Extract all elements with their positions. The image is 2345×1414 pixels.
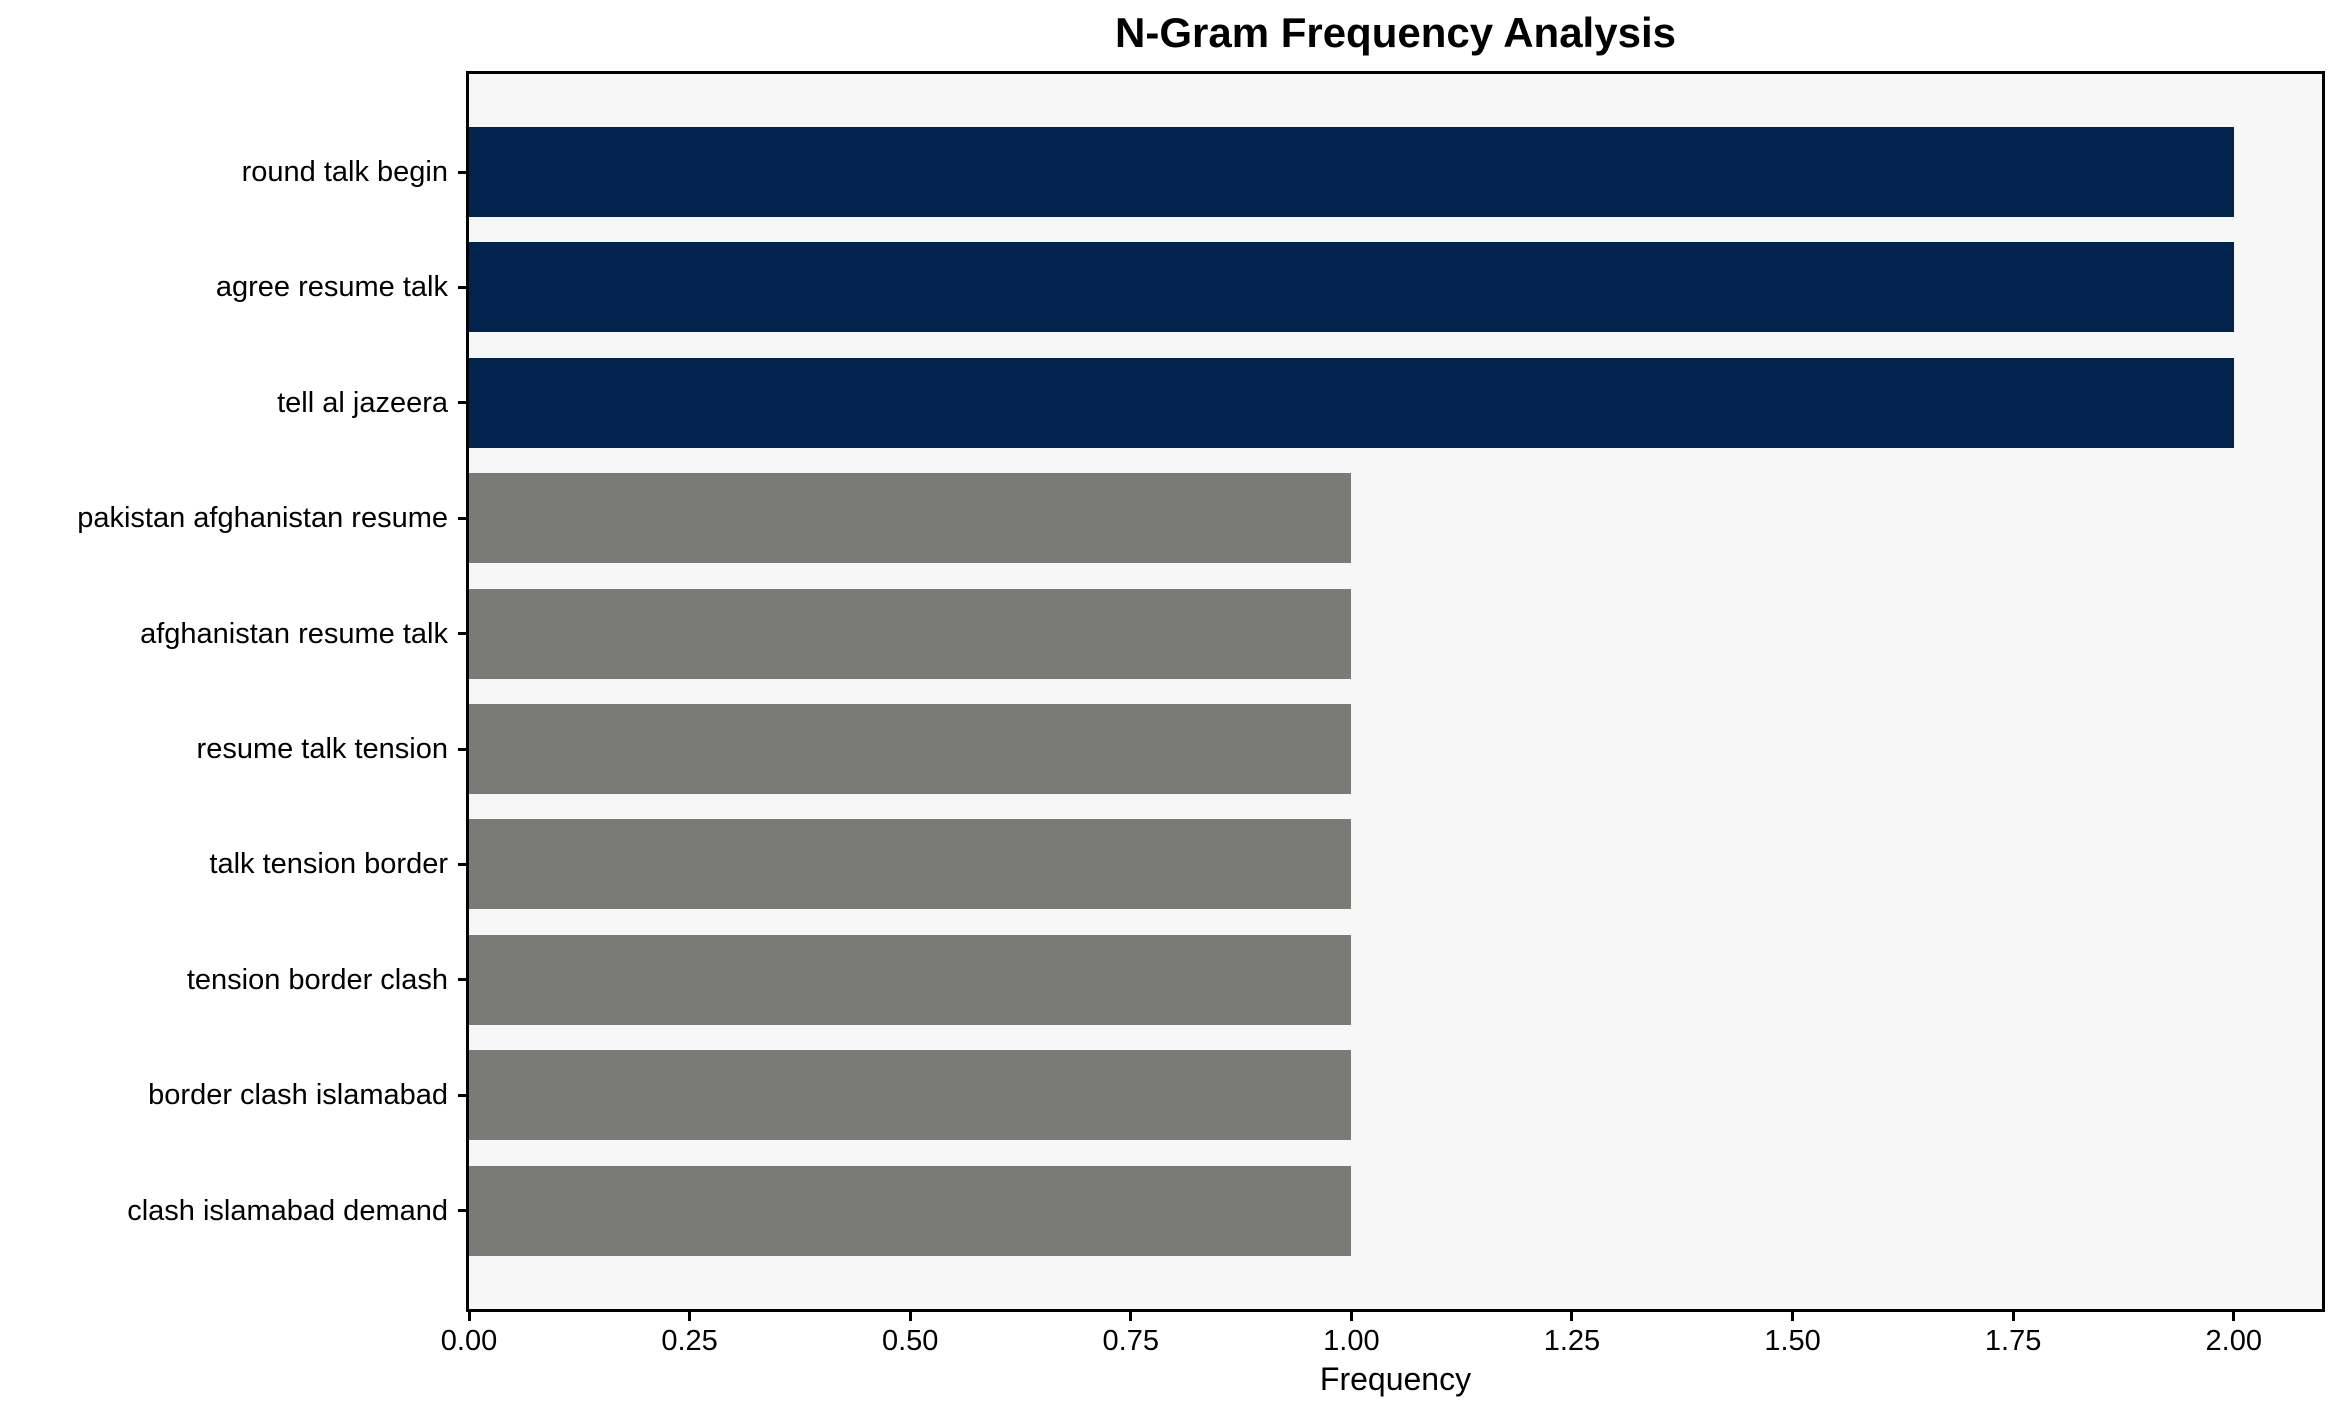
x-tick-mark (1349, 1312, 1353, 1321)
bar-agree-resume-talk (469, 242, 2234, 333)
bar-pakistan-afghanistan-resume (469, 473, 1352, 564)
x-tick-label-0.00: 0.00 (440, 1325, 498, 1357)
y-tick-mark (458, 285, 466, 289)
x-tick-label-0.50: 0.50 (881, 1325, 939, 1357)
bar-clash-islamabad-demand (469, 1165, 1352, 1256)
y-tick-label-agree-resume-talk: agree resume talk (215, 271, 448, 304)
y-tick-mark (458, 1093, 466, 1097)
x-tick-mark (908, 1312, 912, 1321)
x-tick-mark (1570, 1312, 1574, 1321)
y-tick-label-tension-border-clash: tension border clash (186, 963, 448, 996)
y-tick-mark (458, 401, 466, 405)
x-tick-mark (2232, 1312, 2236, 1321)
bar-tension-border-clash (469, 934, 1352, 1025)
y-tick-mark (458, 632, 466, 636)
x-tick-label-1.50: 1.50 (1764, 1325, 1821, 1357)
bar-resume-talk-tension (469, 704, 1352, 794)
bar-round-talk-begin (469, 127, 2234, 217)
x-tick-mark (2011, 1312, 2015, 1321)
y-tick-mark (458, 1209, 466, 1213)
x-tick-mark (467, 1312, 471, 1321)
y-tick-label-round-talk-begin: round talk begin (241, 156, 448, 188)
bar-talk-tension-border (469, 819, 1352, 910)
x-tick-label-0.75: 0.75 (1102, 1325, 1160, 1357)
y-tick-label-tell-al-jazeera: tell al jazeera (277, 386, 448, 419)
y-tick-label-pakistan-afghanistan-resume: pakistan afghanistan resume (77, 502, 448, 535)
x-tick-label-2.00: 2.00 (2205, 1325, 2262, 1357)
y-tick-mark (458, 747, 466, 751)
x-tick-label-0.25: 0.25 (661, 1325, 718, 1357)
x-tick-label-1.75: 1.75 (1984, 1325, 2042, 1357)
x-tick-mark (688, 1312, 692, 1321)
chart-title: N-Gram Frequency Analysis (1115, 9, 1676, 56)
y-tick-label-border-clash-islamabad: border clash islamabad (148, 1079, 448, 1112)
x-tick-label-1.25: 1.25 (1543, 1325, 1601, 1357)
x-axis-label: Frequency (1319, 1361, 1472, 1397)
y-tick-label-talk-tension-border: talk tension border (209, 848, 448, 881)
bar-afghanistan-resume-talk (469, 588, 1352, 679)
y-tick-label-resume-talk-tension: resume talk tension (196, 733, 448, 765)
plot-area (466, 71, 2325, 1312)
y-tick-mark (458, 170, 466, 174)
y-tick-label-afghanistan-resume-talk: afghanistan resume talk (140, 617, 448, 650)
x-tick-mark (1791, 1312, 1795, 1321)
x-tick-label-1.00: 1.00 (1323, 1325, 1380, 1357)
y-tick-label-clash-islamabad-demand: clash islamabad demand (127, 1194, 448, 1227)
bar-border-clash-islamabad (469, 1050, 1352, 1141)
bar-tell-al-jazeera (469, 357, 2234, 448)
y-tick-mark (458, 862, 466, 866)
y-tick-mark (458, 516, 466, 520)
y-tick-mark (458, 978, 466, 982)
x-tick-mark (1129, 1312, 1133, 1321)
